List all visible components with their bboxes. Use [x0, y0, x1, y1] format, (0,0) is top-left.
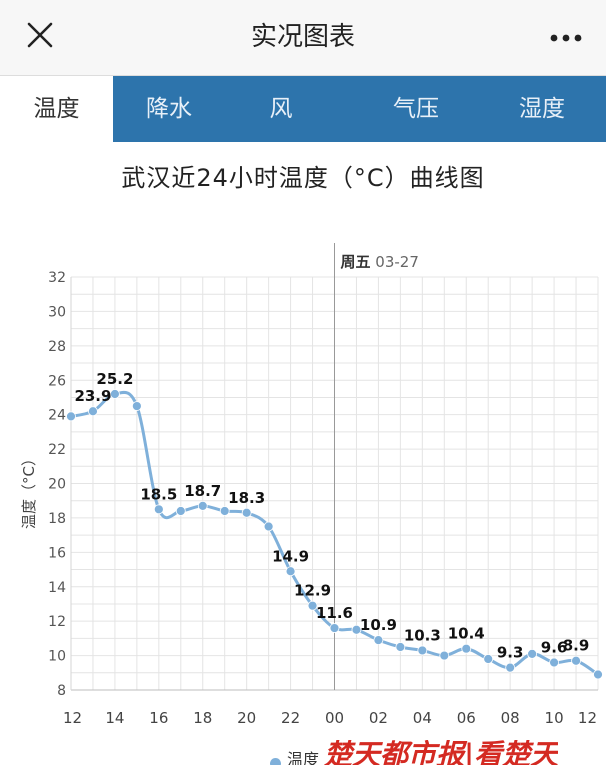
- y-axis-title: 温度（°C）: [20, 451, 38, 529]
- data-point: [241, 507, 252, 518]
- legend[interactable]: 温度: [270, 748, 319, 765]
- tab-wind[interactable]: 风: [269, 96, 293, 122]
- data-point: [88, 406, 98, 417]
- x-tick-label: 22: [281, 709, 300, 727]
- x-tick-label: 16: [149, 709, 168, 727]
- data-point: [131, 401, 142, 411]
- page-title: 实况图表: [250, 22, 355, 52]
- watermark: 楚天都市报|看楚天: [324, 740, 559, 765]
- data-point: [263, 521, 274, 532]
- x-tick-label: 06: [457, 709, 476, 727]
- data-point: [395, 642, 406, 652]
- y-axis-ticks: 8 10 12 14 16 18 20 22 24 26 28 30 32: [48, 270, 66, 699]
- tab-bar: 温度 降水 风 气压 湿度: [0, 76, 606, 142]
- x-tick-label: 02: [369, 709, 388, 727]
- data-point: [571, 655, 581, 666]
- data-point: [219, 506, 230, 516]
- data-point: [505, 662, 516, 673]
- y-tick-label: 10: [48, 649, 66, 665]
- data-point: [439, 650, 450, 661]
- x-tick-label: 12: [63, 709, 82, 727]
- x-tick-label: 08: [501, 709, 520, 727]
- data-label: 11.6: [316, 604, 353, 622]
- more-icon: [549, 28, 583, 47]
- data-point: [373, 635, 384, 645]
- data-point: [483, 654, 494, 664]
- data-point: [285, 566, 296, 577]
- x-tick-label: 12: [578, 709, 597, 727]
- tab-humidity[interactable]: 湿度: [519, 96, 565, 122]
- close-button[interactable]: [20, 17, 60, 57]
- y-tick-label: 30: [48, 304, 66, 320]
- y-tick-label: 18: [48, 511, 66, 527]
- data-label: 8.9: [563, 637, 590, 655]
- data-label: 10.4: [448, 625, 485, 643]
- tab-temperature[interactable]: 温度: [0, 76, 113, 142]
- title-bar: 实况图表: [0, 0, 606, 76]
- data-point: [417, 645, 428, 656]
- legend-label: 温度: [287, 750, 320, 765]
- data-point: [307, 600, 318, 611]
- y-tick-label: 26: [48, 373, 66, 389]
- data-label: 23.9: [74, 387, 111, 405]
- legend-marker: [270, 758, 281, 765]
- y-tick-label: 16: [48, 545, 66, 561]
- data-point: [175, 506, 186, 516]
- data-point: [461, 643, 472, 654]
- y-tick-label: 32: [48, 270, 66, 286]
- data-label: 18.5: [140, 485, 177, 503]
- data-point: [593, 669, 603, 680]
- close-icon: [25, 20, 55, 54]
- data-label: 18.3: [228, 489, 265, 507]
- data-label: 10.9: [360, 616, 397, 634]
- data-labels: 23.925.2 18.5 18.7 18.3 14.9 12.9 11.6 10.9 10.3…: [74, 370, 589, 662]
- tab-precipitation[interactable]: 降水: [146, 96, 192, 122]
- data-point: [110, 389, 120, 399]
- data-point: [197, 500, 208, 511]
- x-tick-label: 18: [193, 709, 212, 727]
- data-point: [351, 624, 362, 635]
- data-point: [527, 648, 538, 659]
- more-button[interactable]: [544, 20, 588, 54]
- y-tick-label: 22: [48, 442, 66, 458]
- temperature-chart: 8 10 12 14 16 18 20 22 24 26 28 30 32 12 14 16 18 20 22 00 0…: [20, 243, 603, 727]
- y-tick-label: 20: [48, 477, 66, 493]
- y-tick-label: 14: [48, 580, 66, 596]
- data-label: 9.6: [541, 638, 568, 656]
- data-label: 18.7: [184, 482, 221, 500]
- y-tick-label: 28: [48, 339, 66, 355]
- y-tick-label: 8: [57, 683, 66, 699]
- data-label: 12.9: [294, 582, 331, 600]
- y-tick-label: 24: [48, 408, 66, 424]
- data-point: [153, 504, 164, 515]
- data-point: [329, 623, 340, 633]
- series-points: [66, 389, 603, 680]
- x-tick-label: 14: [105, 709, 124, 727]
- day-marker-label: 周五 03-27: [341, 253, 419, 271]
- x-tick-label: 00: [325, 709, 344, 727]
- x-axis-ticks: 12 14 16 18 20 22 00 02 04 06 08 10 12: [63, 709, 597, 727]
- data-label: 14.9: [272, 547, 309, 565]
- data-point: [549, 657, 559, 668]
- x-tick-label: 04: [413, 709, 432, 727]
- data-label: 25.2: [96, 370, 133, 388]
- data-point: [66, 411, 76, 422]
- y-tick-label: 12: [48, 614, 66, 630]
- data-label: 9.3: [497, 644, 524, 662]
- x-tick-label: 20: [237, 709, 256, 727]
- chart-title: 武汉近24小时温度（°C）曲线图: [121, 164, 485, 192]
- data-label: 10.3: [404, 626, 441, 644]
- x-tick-label: 10: [545, 709, 564, 727]
- tab-pressure[interactable]: 气压: [393, 96, 439, 122]
